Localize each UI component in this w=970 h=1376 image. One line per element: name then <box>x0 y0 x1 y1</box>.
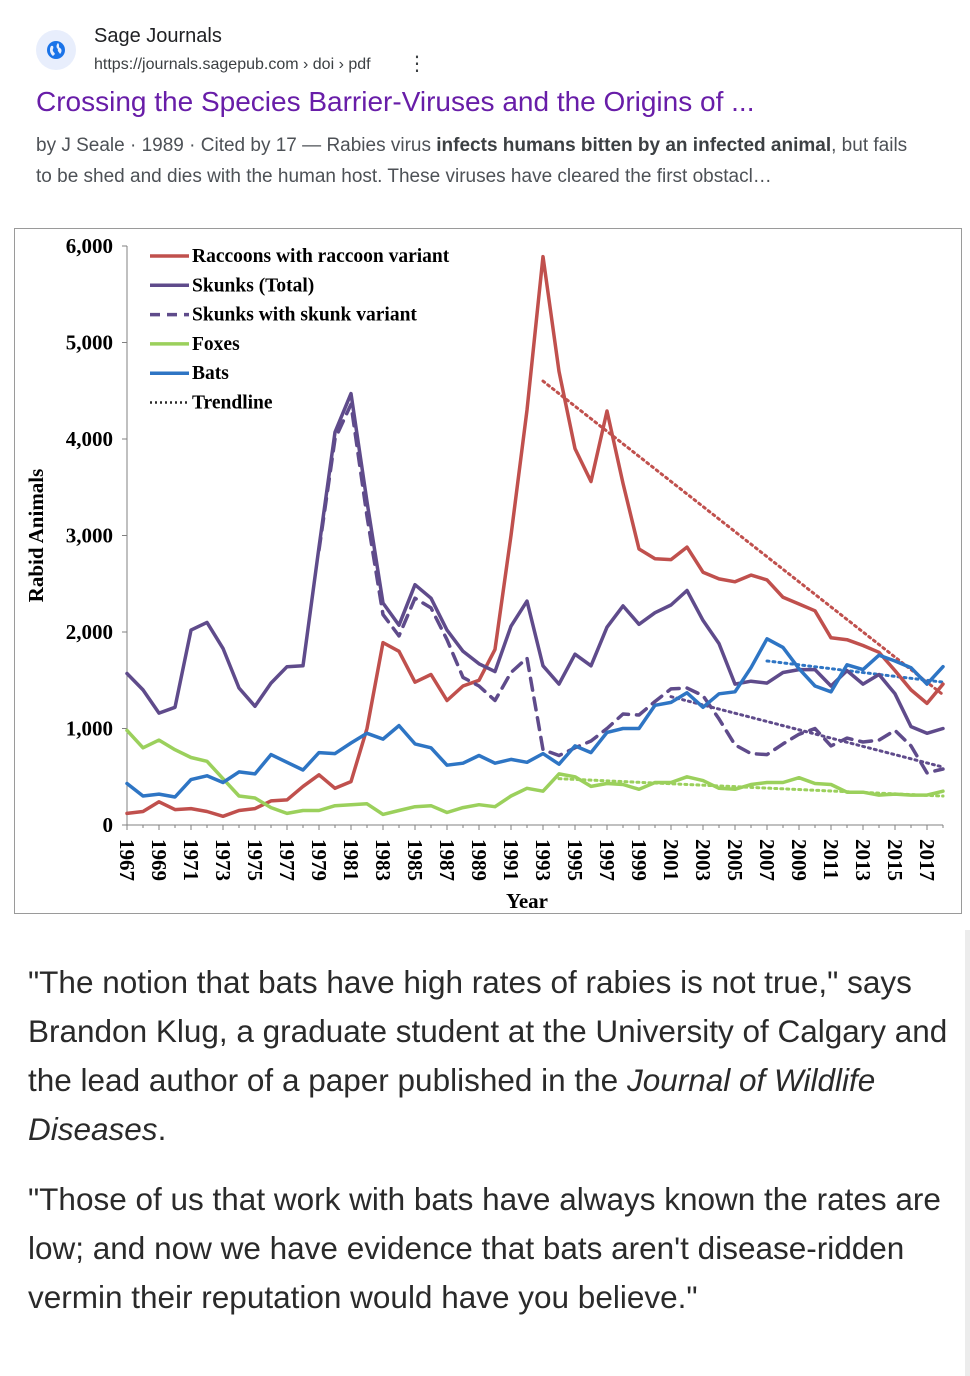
article-paragraph-1: "The notion that bats have high rates of… <box>28 958 948 1154</box>
result-meta: by J Seale · 1989 · Cited by 17 — <box>36 135 327 156</box>
y-tick-label: 5,000 <box>66 331 113 355</box>
journal-name: Journal of Wildlife Diseases <box>28 1062 876 1147</box>
legend-label: Skunks (Total) <box>192 275 314 296</box>
x-tick-label: 1989 <box>467 839 491 881</box>
snippet-bold: infects humans bitten by an infected ani… <box>436 135 832 156</box>
y-tick-label: 2,000 <box>66 620 113 644</box>
p1-end: . <box>157 1111 167 1147</box>
x-tick-label: 1999 <box>627 839 651 881</box>
series-bats <box>125 637 945 799</box>
x-tick-label: 2005 <box>723 839 747 881</box>
x-tick-label: 2001 <box>659 839 683 881</box>
x-tick-label: 2007 <box>755 839 779 881</box>
article-paragraph-2: "Those of us that work with bats have al… <box>28 1181 941 1315</box>
x-tick-label: 1981 <box>339 839 363 881</box>
x-tick-label: 2003 <box>691 839 715 881</box>
x-tick-label: 1987 <box>435 839 459 881</box>
result-title-link[interactable]: Crossing the Species Barrier-Viruses and… <box>36 86 755 117</box>
x-tick-label: 1973 <box>211 839 235 881</box>
site-name[interactable]: Sage Journals <box>94 25 222 47</box>
site-url[interactable]: https://journals.sagepub.com › doi › pdf <box>94 56 371 73</box>
x-tick-label: 2015 <box>883 839 907 881</box>
p1-text: "The notion that bats have high rates of… <box>28 964 948 1098</box>
legend-label: Trendline <box>192 393 273 414</box>
x-tick-label: 2009 <box>787 839 811 881</box>
y-axis-title: Rabid Animals <box>24 469 48 603</box>
x-tick-label: 2017 <box>915 839 939 881</box>
x-tick-label: 1997 <box>595 839 619 881</box>
trendline-raccoons-with-raccoon-variant <box>541 379 945 697</box>
legend-label: Skunks with skunk variant <box>192 305 417 326</box>
result-snippet: by J Seale · 1989 · Cited by 17 — Rabies… <box>36 130 926 192</box>
x-tick-label: 1979 <box>307 839 331 881</box>
series-foxes <box>125 728 945 817</box>
trendline-foxes <box>557 777 945 798</box>
x-tick-label: 1983 <box>371 839 395 881</box>
y-tick-label: 0 <box>103 813 114 837</box>
snippet-text: Rabies virus <box>326 135 437 156</box>
legend-label: Bats <box>192 363 229 384</box>
x-tick-label: 1975 <box>243 839 267 881</box>
x-axis-title: Year <box>506 889 548 913</box>
globe-icon[interactable] <box>36 30 76 70</box>
x-tick-label: 2011 <box>819 839 843 880</box>
more-vert-icon[interactable]: ⋮ <box>407 53 427 75</box>
x-tick-label: 2013 <box>851 839 875 881</box>
legend-label: Foxes <box>192 334 240 355</box>
trendline-skunks-with-skunk-variant <box>669 695 945 769</box>
series-skunks-with-skunk-variant <box>317 402 945 775</box>
x-tick-label: 1969 <box>147 839 171 881</box>
rabies-chart: 0 1,000 2,000 3,000 4,000 5,000 6,000 1967 1969 1… <box>14 228 962 914</box>
snippet-text-end: , but fails to be shed and dies with the… <box>36 135 908 187</box>
y-tick-label: 4,000 <box>66 427 113 451</box>
x-tick-label: 1993 <box>531 839 555 881</box>
y-tick-label: 3,000 <box>66 524 113 548</box>
search-result: Sage Journals https://journals.sagepub.c… <box>0 0 970 200</box>
x-tick-label: 1971 <box>179 839 203 881</box>
y-tick-label: 6,000 <box>66 234 113 258</box>
x-tick-label: 1991 <box>499 839 523 881</box>
scrollbar[interactable] <box>965 930 970 1376</box>
legend-label: Raccoons with raccoon variant <box>192 246 450 267</box>
series-skunks-total <box>125 391 945 736</box>
chart-svg: 0 1,000 2,000 3,000 4,000 5,000 6,000 1967 1969 1… <box>24 234 945 913</box>
x-tick-label: 1985 <box>403 839 427 881</box>
y-tick-label: 1,000 <box>66 717 113 741</box>
x-tick-label: 1967 <box>115 839 139 881</box>
x-tick-label: 1977 <box>275 839 299 881</box>
x-tick-label: 1995 <box>563 839 587 881</box>
